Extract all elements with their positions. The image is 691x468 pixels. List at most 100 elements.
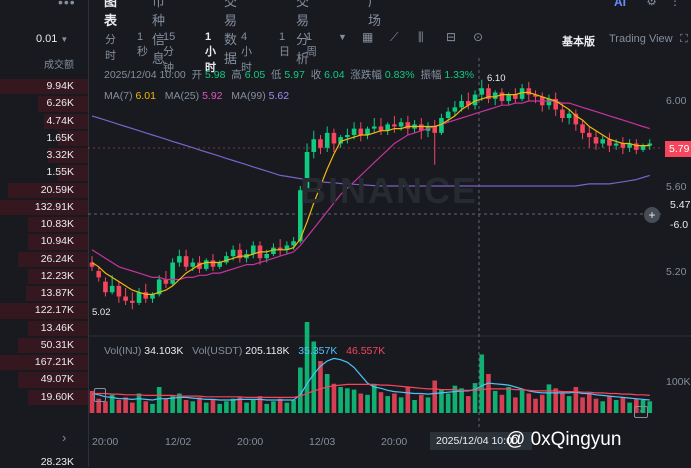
candle-body bbox=[210, 260, 216, 267]
volume-bar bbox=[351, 389, 357, 413]
volume-bar bbox=[445, 393, 451, 413]
interval-4h[interactable]: 4小时 bbox=[241, 31, 252, 74]
tab-square[interactable]: 广场 bbox=[368, 0, 382, 28]
scroll-latest-icon[interactable]: » bbox=[634, 406, 648, 418]
candle-body bbox=[371, 126, 377, 129]
add-alert-button[interactable]: + bbox=[644, 207, 660, 223]
volume-bar bbox=[210, 400, 216, 413]
low-value: 5.97 bbox=[284, 69, 305, 81]
tab-coin-info[interactable]: 币种信息 bbox=[152, 0, 166, 66]
volume-bar bbox=[378, 392, 384, 413]
volume-bar bbox=[398, 397, 404, 413]
volume-bar bbox=[324, 374, 330, 413]
volume-bar bbox=[479, 354, 485, 413]
volume-bar bbox=[190, 401, 196, 413]
more-options-icon[interactable]: ••• bbox=[58, 0, 76, 10]
y-tick-5.20: 5.20 bbox=[666, 266, 687, 278]
candle-body bbox=[533, 94, 538, 97]
chevron-right-icon[interactable]: › bbox=[62, 430, 67, 445]
vol-settings-icon[interactable] bbox=[94, 388, 106, 402]
interval-1h[interactable]: 1小时 bbox=[205, 31, 216, 74]
mode-tradingview[interactable]: Trading View bbox=[609, 33, 673, 45]
ma7-label: MA(7) bbox=[104, 90, 133, 102]
mode-basic[interactable]: 基本版 bbox=[562, 36, 595, 48]
volume-bar bbox=[627, 402, 632, 413]
volume-row: 13.87K bbox=[0, 285, 88, 302]
candle-body bbox=[217, 262, 222, 267]
volume-row: 49.07K bbox=[0, 371, 88, 388]
candle-body bbox=[627, 143, 632, 148]
candle-body bbox=[439, 118, 444, 133]
volume-value: 1.55K bbox=[46, 166, 74, 179]
interval-1w[interactable]: 1周 bbox=[306, 31, 317, 58]
volume-bar bbox=[123, 397, 128, 413]
watermark-text: @ 0xQingyun bbox=[506, 429, 622, 450]
ai-button[interactable]: AI bbox=[614, 0, 626, 9]
high-value: 6.05 bbox=[244, 69, 266, 81]
bars-icon[interactable]: ⫼ bbox=[418, 30, 424, 44]
dropdown-icon[interactable]: ▼ bbox=[338, 32, 347, 42]
candle-body bbox=[311, 139, 317, 152]
volume-bar bbox=[566, 396, 572, 413]
close-value: 6.04 bbox=[324, 69, 345, 81]
layout-icon[interactable]: ⊟ bbox=[446, 30, 457, 44]
author-watermark: @ 0xQingyun bbox=[506, 429, 621, 451]
volume-bar bbox=[459, 388, 464, 413]
expand-icon[interactable]: ⛶ bbox=[680, 33, 688, 45]
candle-body bbox=[298, 190, 303, 242]
volume-value: 167.21K bbox=[34, 356, 74, 368]
precision-select[interactable]: 0.01 ▼ bbox=[36, 33, 68, 45]
interval-15m[interactable]: 15分钟 bbox=[163, 31, 176, 74]
volume-value: 10.94K bbox=[40, 235, 74, 248]
candle-body bbox=[586, 132, 592, 138]
tab-trading-analysis[interactable]: 交易分析 bbox=[296, 0, 310, 66]
volume-bar bbox=[116, 400, 122, 413]
candle-body bbox=[304, 152, 310, 191]
drawing-icon[interactable]: ⊙ bbox=[473, 30, 484, 44]
candle-body bbox=[271, 247, 276, 254]
depth-bar bbox=[38, 96, 88, 112]
candle-body bbox=[519, 88, 525, 99]
volume-bar bbox=[472, 383, 478, 413]
x-tick-2: 12/02 bbox=[165, 436, 192, 448]
volume-bar bbox=[607, 396, 612, 413]
candle-body bbox=[284, 245, 290, 250]
tab-trading-data[interactable]: 交易数据 bbox=[224, 0, 238, 66]
candle-body bbox=[526, 88, 532, 95]
candlestick-chart[interactable] bbox=[88, 58, 691, 463]
candle-body bbox=[318, 139, 323, 148]
candle-body bbox=[566, 113, 572, 118]
candle-body bbox=[486, 88, 491, 99]
indicator-icon[interactable]: ⟋ bbox=[390, 30, 399, 44]
settings-icon[interactable]: ⚙ bbox=[646, 0, 657, 8]
interval-1d[interactable]: 1日 bbox=[279, 31, 290, 58]
candle-body bbox=[250, 245, 256, 254]
volume-bar bbox=[277, 398, 283, 413]
volume-bar bbox=[593, 398, 599, 413]
depth-bar bbox=[28, 389, 88, 405]
candle-body bbox=[190, 262, 196, 267]
interval-time[interactable]: 分时 bbox=[105, 34, 116, 62]
candle-body bbox=[170, 262, 175, 284]
candle-body bbox=[392, 124, 397, 127]
depth-bar bbox=[28, 320, 88, 336]
candle-body bbox=[634, 143, 639, 150]
volume-bar bbox=[89, 390, 95, 413]
interval-1s[interactable]: 1秒 bbox=[137, 31, 148, 58]
volume-bar bbox=[392, 393, 397, 413]
depth-bar bbox=[28, 217, 88, 233]
tab-chart[interactable]: 图表 bbox=[104, 0, 118, 28]
volume-bar bbox=[331, 383, 337, 413]
crosshair-time: 2025/12/04 10:00 bbox=[430, 432, 532, 450]
depth-bar bbox=[48, 148, 88, 164]
close-label: 收 bbox=[310, 69, 322, 81]
volume-bar bbox=[298, 367, 303, 413]
candle-body bbox=[607, 139, 612, 146]
low-label: 低 bbox=[271, 69, 282, 81]
more-icon[interactable]: ⋮ bbox=[669, 0, 681, 8]
volume-row: 1.65K bbox=[0, 130, 88, 147]
volume-bar bbox=[291, 400, 296, 413]
volume-bar bbox=[613, 400, 619, 413]
calendar-icon[interactable]: ▦ bbox=[362, 30, 374, 44]
volume-bar bbox=[647, 401, 653, 413]
